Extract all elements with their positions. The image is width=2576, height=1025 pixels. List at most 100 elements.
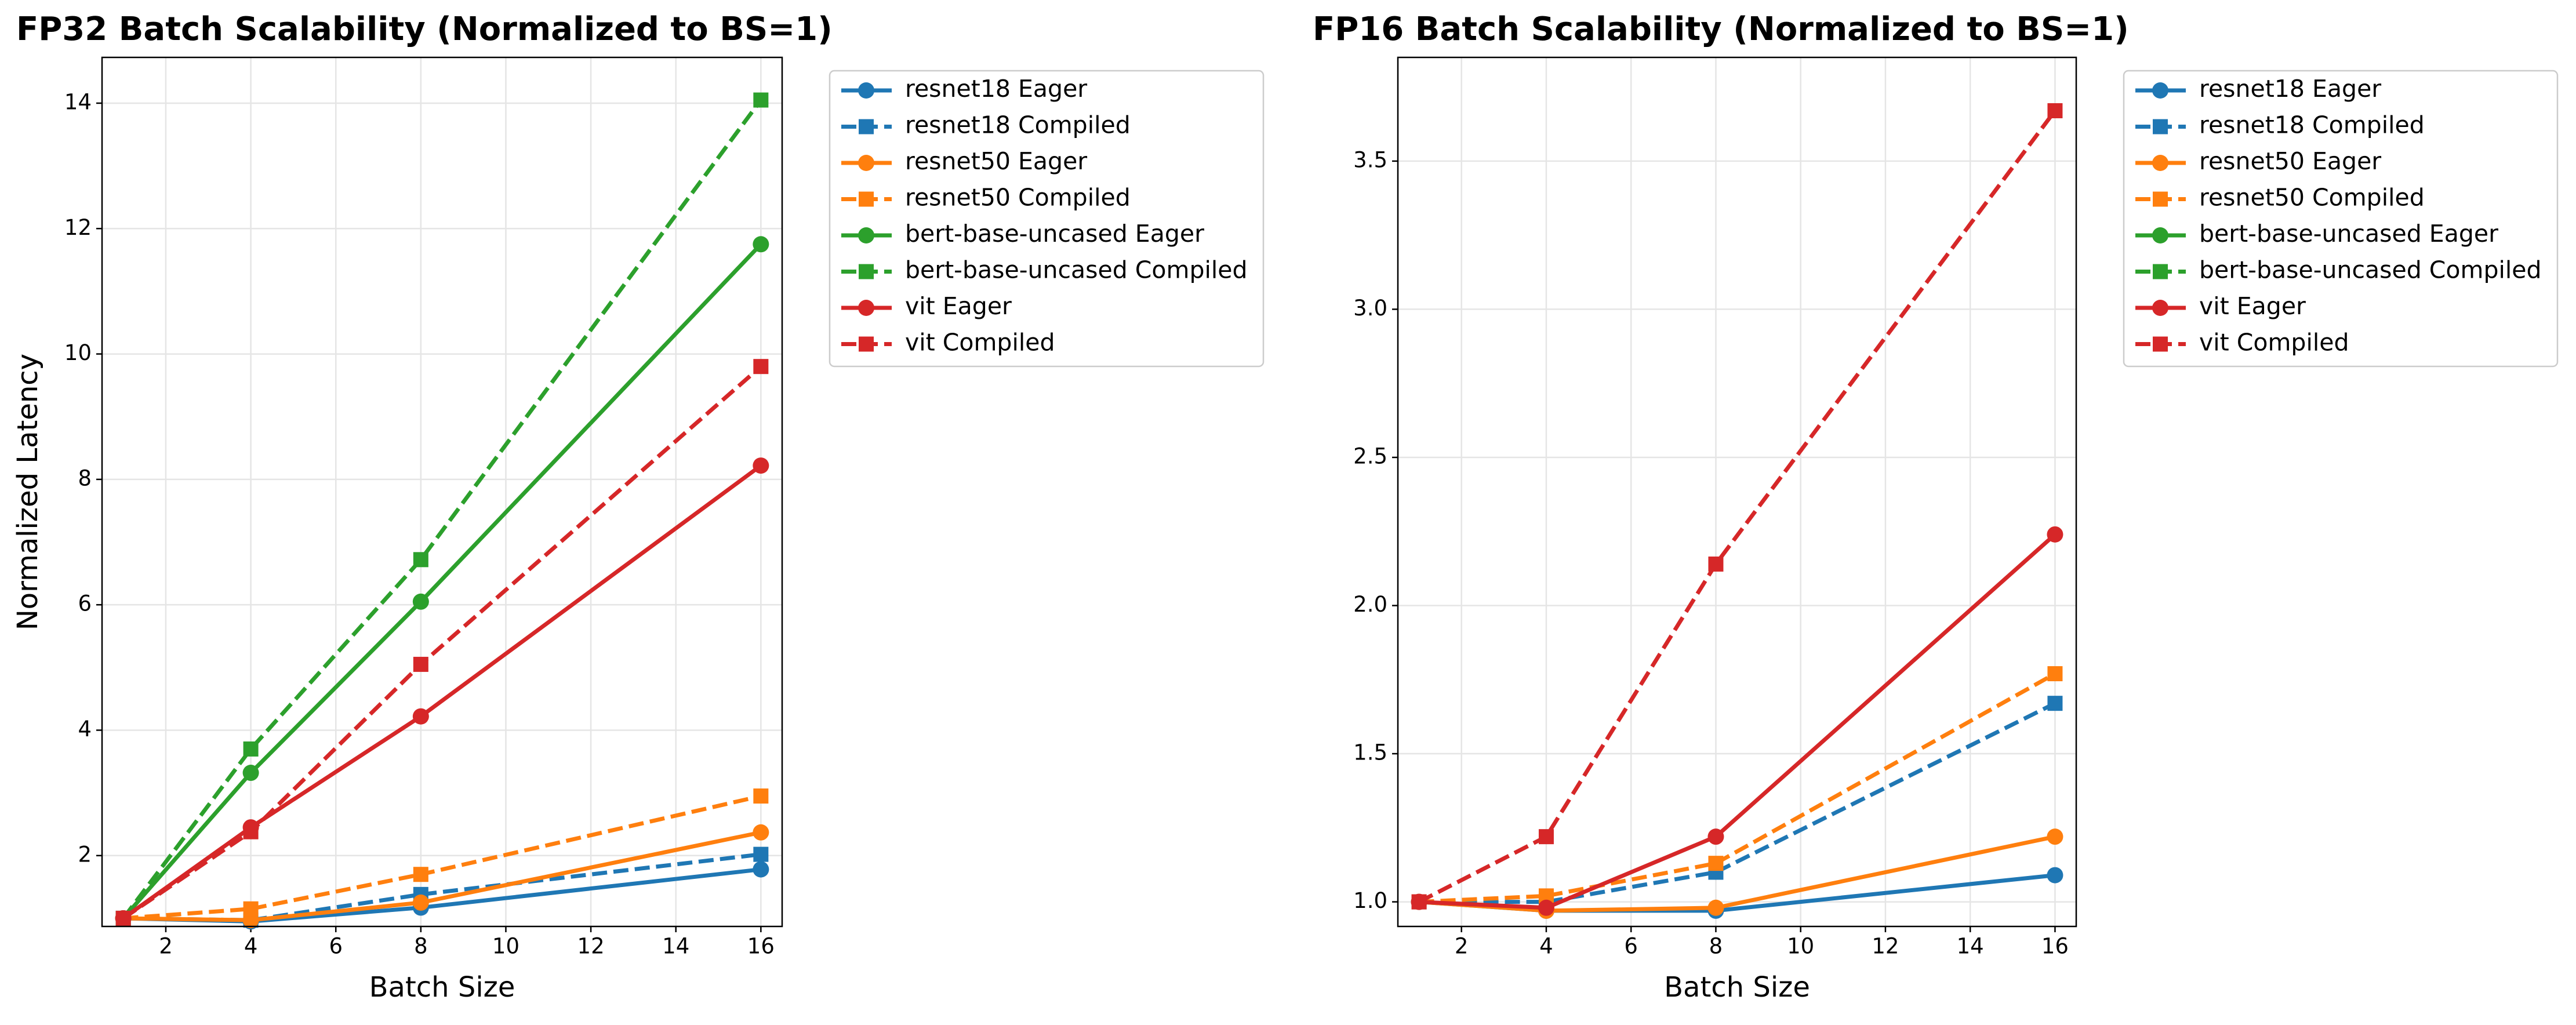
y-tick-label: 1.0	[1353, 888, 1387, 913]
series	[115, 92, 769, 926]
x-tick-label: 12	[1872, 934, 1899, 959]
line	[1419, 834, 2056, 913]
marker	[2047, 696, 2063, 711]
legend-marker	[858, 227, 874, 243]
marker	[753, 359, 769, 375]
line	[123, 867, 761, 924]
legend-box	[829, 70, 1265, 368]
legend-marker	[2153, 264, 2168, 279]
y-axis-label: Normalized Latency	[12, 354, 44, 630]
legend-marker	[858, 155, 874, 171]
x-axis-label: Batch Size	[1664, 971, 1810, 1004]
marker	[412, 894, 429, 911]
x-tick-label: 4	[1539, 934, 1553, 959]
marker	[1538, 829, 1554, 845]
legend-label: resnet50 Compiled	[2199, 184, 2425, 212]
line	[122, 242, 762, 920]
y-axis-label: Normalized Latency	[12, 354, 44, 630]
marker	[243, 824, 259, 839]
series	[1411, 867, 2063, 919]
marker	[1707, 828, 1724, 845]
marker	[413, 656, 428, 672]
x-tick-label: 10	[1787, 934, 1814, 959]
legend-marker	[859, 336, 874, 352]
legend-label: resnet18 Eager	[905, 75, 1087, 103]
marker	[243, 741, 259, 757]
legend-marker	[2152, 227, 2168, 243]
y-tick-label: 3.0	[1353, 296, 1387, 321]
x-tick-label: 14	[662, 934, 689, 959]
y-tick-label: 3.5	[1353, 147, 1387, 172]
y-tick-label: 1.5	[1353, 740, 1387, 765]
marker	[2047, 103, 2063, 118]
y-tick-label: 10	[64, 340, 92, 365]
x-tick-label: 6	[1624, 934, 1638, 959]
legend-marker	[2152, 300, 2168, 316]
marker	[412, 708, 429, 725]
legend-marker	[858, 300, 874, 316]
series	[115, 236, 769, 926]
legend-label: bert-base-uncased Eager	[2199, 220, 2498, 248]
line	[123, 794, 762, 921]
y-tick-label: 14	[64, 89, 92, 114]
x-tick-label: 4	[244, 934, 258, 959]
legend-marker	[859, 264, 874, 279]
line	[122, 365, 762, 920]
x-tick-label: 2	[159, 934, 173, 959]
x-tick-label: 12	[577, 934, 605, 959]
legend-marker	[859, 191, 874, 207]
legend-label: vit Compiled	[2199, 329, 2349, 357]
x-tick-label: 8	[414, 934, 428, 959]
marker	[1538, 899, 1554, 916]
legend-marker	[859, 119, 874, 135]
marker	[1707, 899, 1724, 916]
x-tick-label: 14	[1957, 934, 1984, 959]
line	[1419, 701, 2057, 904]
marker	[753, 92, 769, 108]
legend-box	[2123, 70, 2559, 368]
x-tick-label: 16	[2041, 934, 2069, 959]
legend-label: resnet18 Compiled	[905, 111, 1131, 139]
y-tick-label: 6	[78, 591, 92, 616]
x-tick-label: 8	[1709, 934, 1723, 959]
legend-label: vit Compiled	[905, 329, 1055, 357]
legend-label: vit Eager	[2199, 292, 2306, 320]
line	[121, 99, 763, 920]
legend-label: resnet50 Eager	[2199, 147, 2381, 175]
chart-title: FP32 Batch Scalability (Normalized to BS…	[16, 10, 833, 48]
line	[1418, 109, 2057, 904]
marker	[753, 788, 769, 804]
legend-marker	[2153, 191, 2168, 207]
legend-marker	[2152, 155, 2168, 171]
marker	[243, 901, 259, 917]
y-tick-label: 2	[78, 842, 92, 867]
legend-label: resnet50 Compiled	[905, 184, 1131, 212]
legend-marker	[2153, 119, 2168, 135]
y-tick-label: 4	[78, 717, 92, 742]
plot-frame	[101, 56, 783, 928]
marker	[2047, 526, 2063, 543]
y-tick-label: 2.0	[1353, 592, 1387, 617]
y-tick-label: 8	[78, 466, 92, 490]
y-tick-label: 2.5	[1353, 444, 1387, 468]
legend-label: vit Eager	[905, 292, 1012, 320]
marker	[242, 765, 259, 782]
legend-label: resnet18 Compiled	[2199, 111, 2425, 139]
marker	[1708, 556, 1724, 572]
marker	[2047, 828, 2063, 845]
marker	[753, 824, 769, 841]
chart-title: FP16 Batch Scalability (Normalized to BS…	[1313, 10, 2129, 48]
marker	[753, 861, 769, 878]
marker	[753, 846, 769, 862]
marker	[753, 457, 769, 474]
legend-label: resnet18 Eager	[2199, 75, 2381, 103]
series	[1411, 696, 2063, 910]
line	[1419, 671, 2057, 904]
series	[1411, 666, 2063, 910]
marker	[2047, 666, 2063, 682]
marker	[1411, 894, 1427, 910]
series	[115, 359, 769, 926]
plot-frame	[1397, 56, 2077, 928]
legend-label: bert-base-uncased Compiled	[2199, 256, 2542, 284]
